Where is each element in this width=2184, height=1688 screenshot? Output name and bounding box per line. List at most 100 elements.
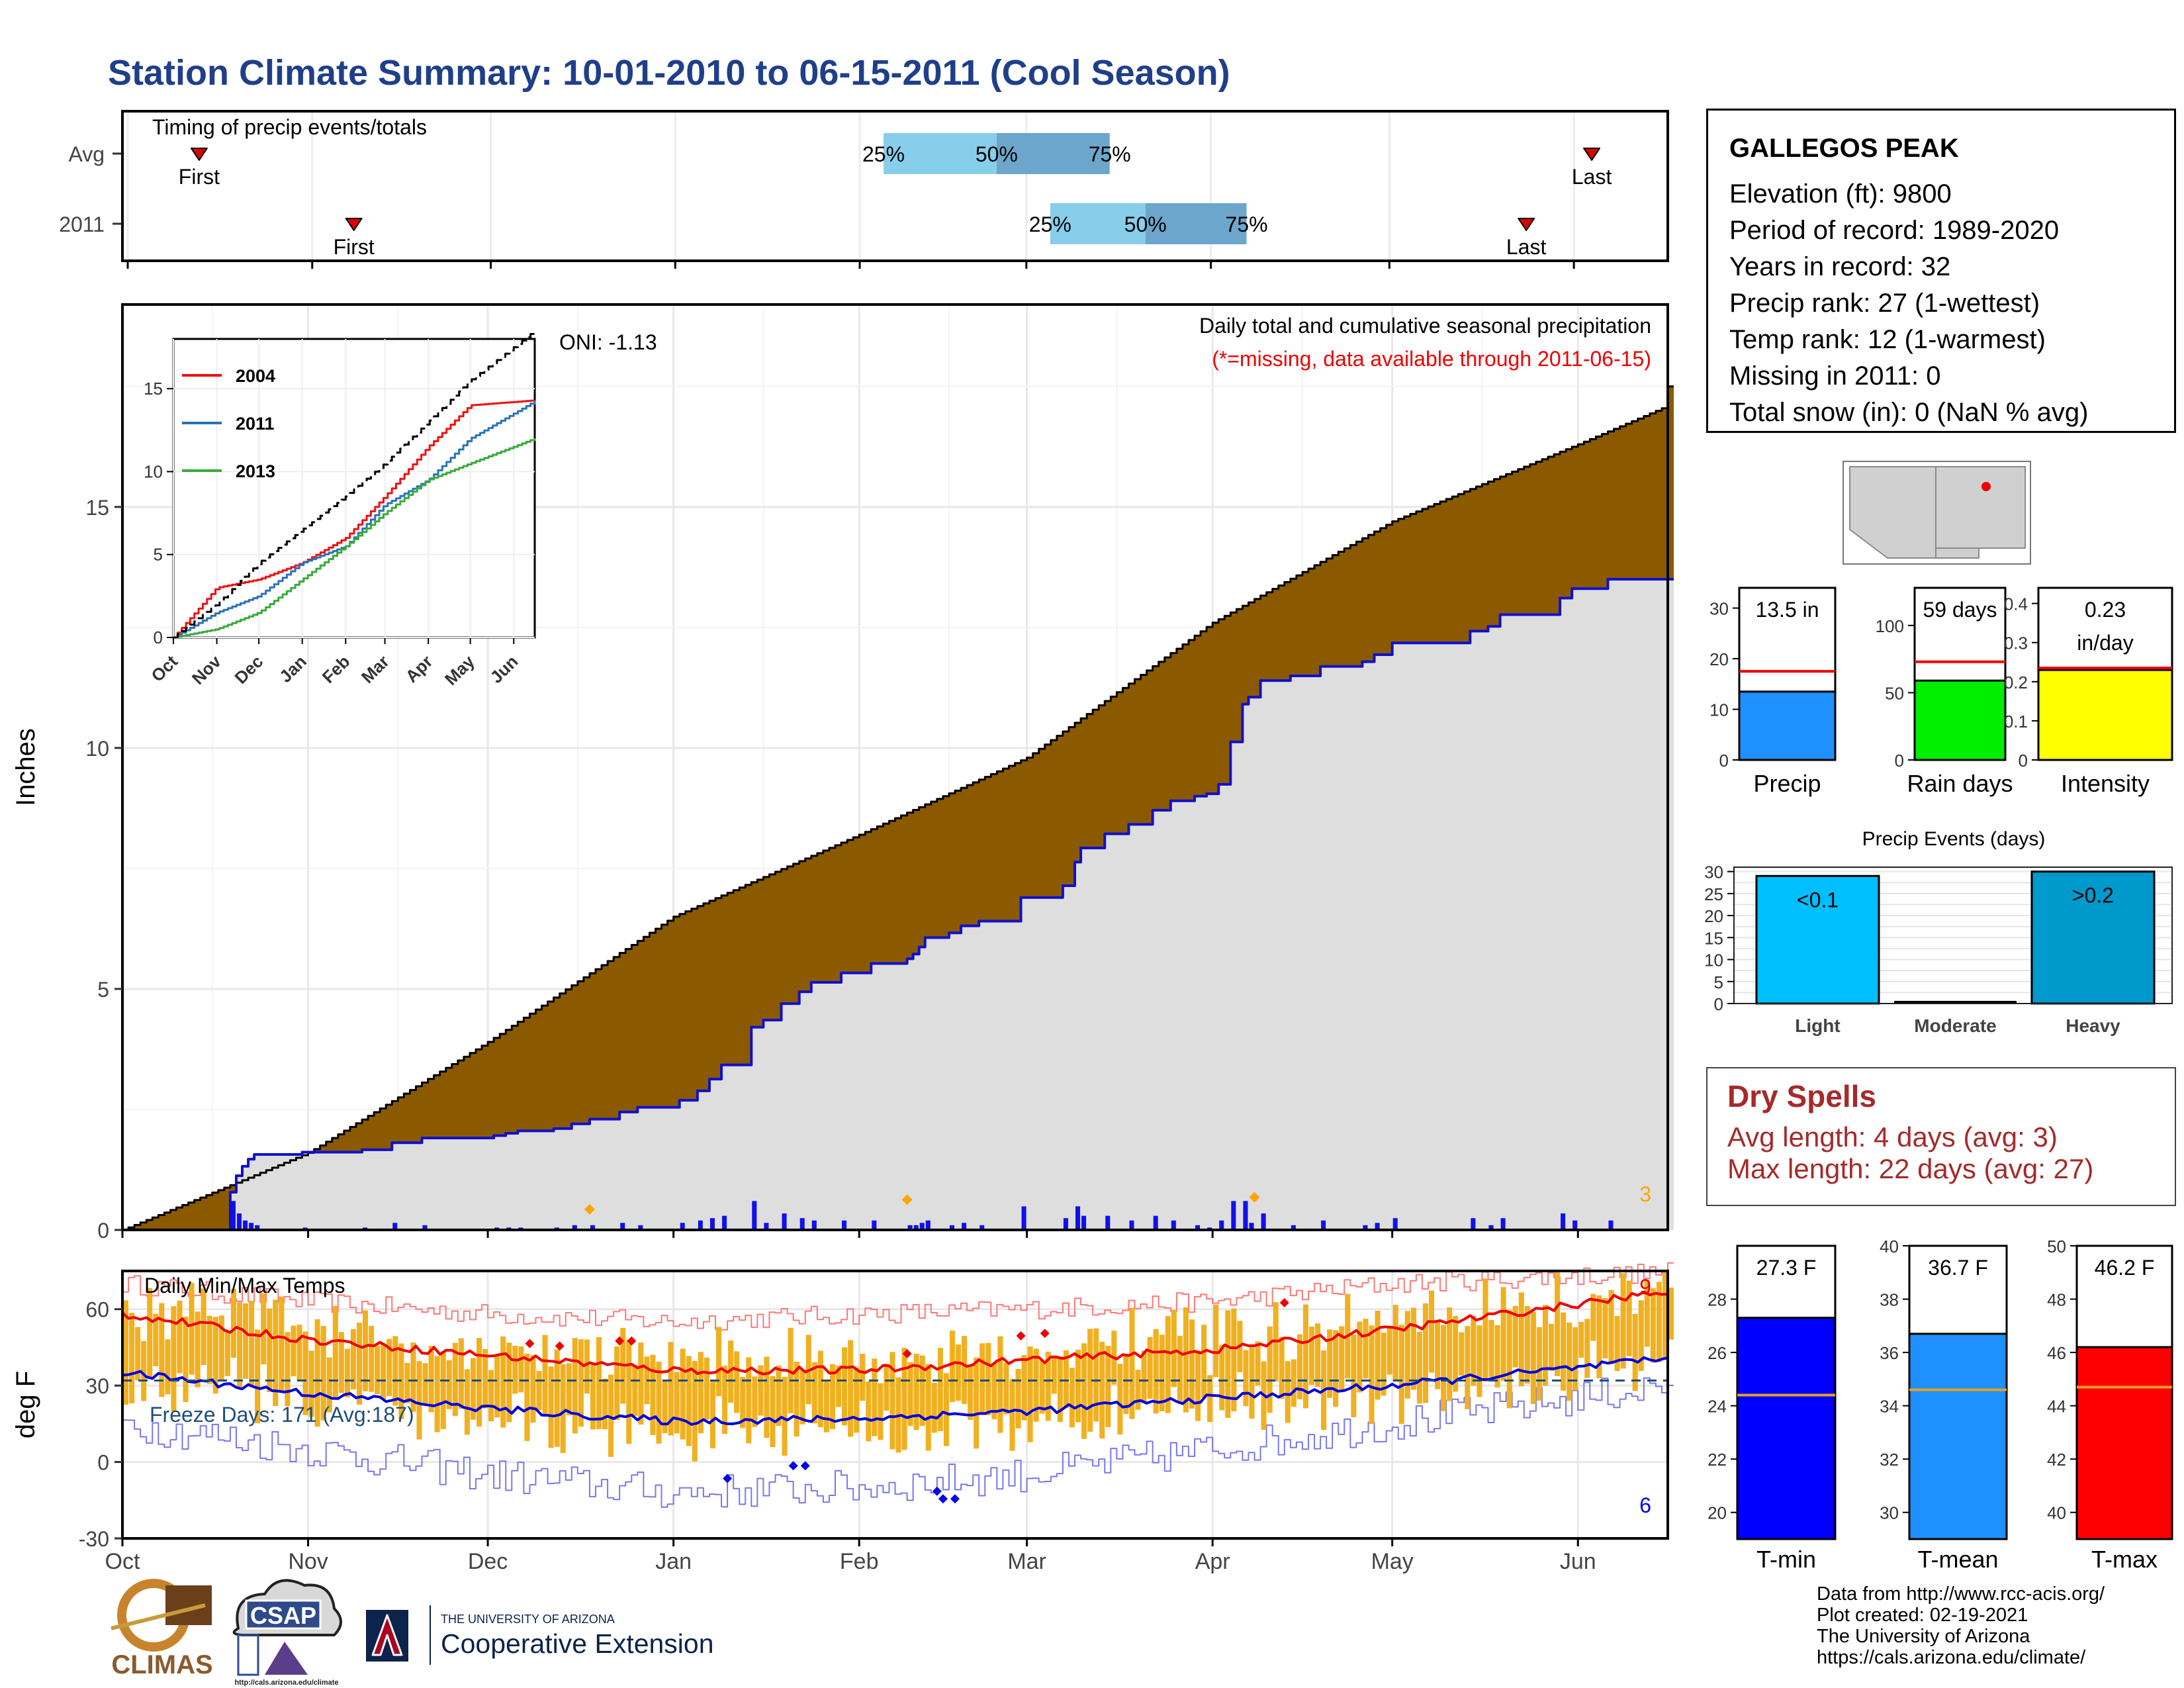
- daily-temp-bar: [709, 1380, 715, 1449]
- daily-temp-bar: [1243, 1350, 1249, 1407]
- temp-metric-bar: [1908, 1333, 2008, 1540]
- daily-temp-bar: [1123, 1356, 1129, 1414]
- daily-temp-bar: [632, 1364, 638, 1417]
- daily-precip-bar: [572, 1225, 577, 1230]
- daily-temp-bar: [1392, 1305, 1398, 1381]
- timing-pct-75: 75%: [1226, 212, 1268, 236]
- inset-series-average: [173, 330, 536, 639]
- daily-temp-bar: [913, 1353, 919, 1430]
- daily-temp-bar: [363, 1310, 369, 1391]
- station-line: Period of record: 1989-2020: [1729, 216, 2060, 245]
- metric-y-tick-label: 0.2: [2004, 673, 2028, 692]
- daily-temp-bar: [1471, 1315, 1477, 1386]
- timing-pct-50: 50%: [976, 142, 1018, 166]
- daily-temp-bar: [1003, 1362, 1009, 1415]
- station-line: Years in record: 32: [1729, 252, 1951, 281]
- daily-temp-bar: [285, 1332, 291, 1407]
- extreme-precip-marker: [901, 1194, 913, 1205]
- record-low-marker: [938, 1494, 948, 1504]
- month-tick-label: Feb: [840, 1549, 879, 1574]
- daily-temp-bar: [1428, 1290, 1435, 1373]
- daily-temp-bar: [422, 1363, 428, 1405]
- temp-metric-y-tick-label: 46: [2047, 1343, 2066, 1363]
- daily-precip-bar: [680, 1223, 685, 1230]
- timing-pct-50: 50%: [1124, 212, 1167, 236]
- daily-temp-bar: [165, 1339, 171, 1395]
- precip-y-tick-label: 10: [85, 737, 109, 761]
- precip-panel-frame: [121, 303, 1669, 1231]
- daily-temp-bar: [1315, 1323, 1321, 1387]
- daily-precip-bar: [243, 1220, 248, 1230]
- daily-temp-bar: [1626, 1280, 1632, 1356]
- station-name: GALLEGOS PEAK: [1729, 134, 1959, 163]
- daily-temp-bar: [279, 1296, 285, 1393]
- daily-temp-bar: [1512, 1305, 1518, 1368]
- daily-temp-bar: [1129, 1307, 1135, 1419]
- events-y-tick-label: 0: [1714, 994, 1723, 1014]
- daily-temp-bar: [1189, 1319, 1195, 1409]
- month-tick-label: Oct: [105, 1549, 140, 1574]
- daily-temp-bar: [356, 1323, 363, 1405]
- daily-temp-bar: [937, 1348, 943, 1431]
- temp-metric-y-tick-label: 40: [1880, 1237, 1899, 1256]
- daily-precip-bar: [1321, 1220, 1326, 1230]
- timing-bar-upper: [996, 133, 1110, 174]
- daily-precip-bar: [919, 1223, 925, 1230]
- daily-temp-bar: [344, 1348, 350, 1398]
- daily-temp-bar: [1183, 1307, 1189, 1413]
- daily-temp-bar: [326, 1357, 332, 1413]
- daily-precip-bar: [1171, 1220, 1176, 1230]
- daily-temp-bar: [338, 1332, 344, 1393]
- daily-temp-bar: [1213, 1304, 1219, 1378]
- daily-temp-bar: [548, 1366, 554, 1448]
- daily-temp-bar: [1117, 1364, 1123, 1435]
- daily-temp-bar: [1081, 1343, 1087, 1439]
- daily-temp-bar: [410, 1342, 416, 1412]
- daily-temp-bar: [1015, 1369, 1021, 1429]
- last-label: Last: [1572, 165, 1612, 189]
- metric-y-tick-label: 20: [1709, 649, 1729, 669]
- record-low-marker: [950, 1494, 960, 1504]
- daily-temp-bar: [1668, 1288, 1674, 1340]
- daily-temp-bar: [147, 1288, 153, 1378]
- precip-y-tick-label: 15: [85, 496, 109, 520]
- daily-precip-bar: [979, 1225, 985, 1230]
- daily-temp-bar: [1363, 1319, 1369, 1379]
- daily-temp-bar: [195, 1311, 201, 1387]
- daily-precip-bar: [1488, 1225, 1494, 1230]
- daily-precip-bar: [1375, 1223, 1380, 1230]
- inset-series-2004: [173, 399, 536, 639]
- daily-temp-bar: [1536, 1327, 1542, 1401]
- daily-precip-bar: [236, 1213, 242, 1230]
- daily-temp-bar: [1267, 1326, 1273, 1413]
- month-tick-label: Jun: [1560, 1549, 1596, 1574]
- daily-temp-bar: [230, 1288, 236, 1358]
- climas-logo-text: CLIMAS: [111, 1650, 212, 1679]
- daily-temp-bar: [1027, 1346, 1033, 1442]
- daily-precip-bar: [1081, 1215, 1087, 1230]
- daily-temp-bar: [1021, 1354, 1027, 1421]
- daily-temp-bar: [302, 1331, 308, 1415]
- daily-temp-bar: [308, 1350, 314, 1417]
- daily-temp-bar: [650, 1354, 656, 1435]
- daily-temp-bar: [758, 1365, 764, 1416]
- first-marker: [345, 218, 363, 231]
- daily-temp-bar: [530, 1355, 536, 1423]
- missing-note: (*=missing, data available through 2011-…: [1212, 347, 1651, 371]
- daily-temp-bar: [752, 1376, 758, 1427]
- inset-y-tick-label: 10: [144, 461, 163, 481]
- daily-precip-bar: [1608, 1220, 1614, 1230]
- timing-pct-25: 25%: [862, 142, 905, 166]
- last-marker: [1518, 218, 1535, 231]
- daily-temp-bar: [662, 1380, 668, 1434]
- daily-temp-bar: [1171, 1309, 1177, 1387]
- daily-temp-bar: [1357, 1321, 1363, 1393]
- timing-row-label: 2011: [59, 212, 105, 236]
- daily-temp-bar: [1578, 1321, 1584, 1358]
- daily-temp-bar: [458, 1338, 464, 1409]
- dry-spells-avg: Avg length: 4 days (avg: 3): [1727, 1121, 2058, 1152]
- temp-metric-axis-label: T-min: [1756, 1546, 1816, 1573]
- daily-temp-bar: [979, 1343, 985, 1414]
- daily-temp-bar: [1153, 1329, 1159, 1414]
- daily-precip-bar: [907, 1225, 913, 1230]
